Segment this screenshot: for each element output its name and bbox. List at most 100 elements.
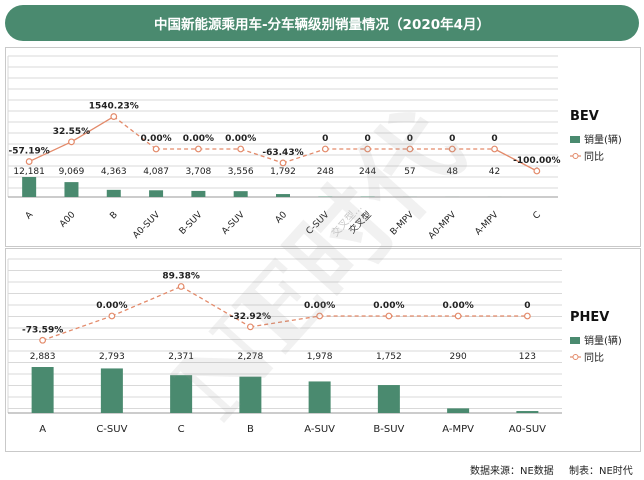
bev-x-tick-label: B [108, 210, 119, 221]
bev-bar-value-label: 3,556 [228, 167, 254, 177]
phev-yoy-label: 0 [524, 301, 530, 311]
bev-yoy-label: -63.43% [262, 148, 303, 158]
bev-x-tick-label: A-MPV [473, 209, 501, 237]
phev-yoy-line-segment [111, 285, 182, 317]
phev-bar-value-label: 123 [519, 352, 536, 362]
phev-legend-bar-swatch [570, 337, 580, 344]
bev-yoy-point [279, 159, 287, 167]
phev-bar [308, 381, 331, 413]
bev-yoy-label: 0 [322, 134, 328, 144]
phev-legend-line-label: 同比 [584, 352, 604, 364]
bev-yoy-label: 0 [449, 134, 455, 144]
phev-yoy-point [39, 336, 47, 344]
bev-bar [22, 177, 37, 197]
phev-bar [447, 408, 470, 413]
bev-x-tick-label: A0-MPV [427, 209, 459, 241]
phev-yoy-line-segment [250, 315, 320, 328]
phev-yoy-label: 0.00% [96, 301, 127, 311]
phev-bar-value-label: 2,883 [30, 352, 56, 362]
bev-x-tick-label: 交叉型 [346, 209, 374, 237]
bev-yoy-label: 0.00% [225, 134, 256, 144]
bev-legend-line-label: 同比 [584, 151, 604, 163]
bev-bar [106, 189, 121, 197]
bev-yoy-label: 0 [491, 134, 497, 144]
bev-yoy-label: 0 [407, 134, 413, 144]
phev-yoy-point [177, 283, 185, 290]
bev-bar-value-label: 4,363 [101, 167, 127, 177]
bev-x-tick-label: C [531, 210, 543, 222]
bev-bar-value-label: 244 [359, 167, 376, 177]
phev-yoy-line-segment [180, 285, 251, 328]
phev-yoy-label: -73.59% [22, 325, 63, 335]
bev-yoy-label: 0 [364, 134, 370, 144]
bev-yoy-point [406, 145, 414, 153]
bev-series-title: BEV [570, 109, 599, 124]
bev-yoy-label: -57.19% [9, 147, 50, 157]
bev-yoy-label: 32.55% [53, 127, 91, 137]
bev-yoy-point [68, 138, 75, 146]
bev-bar-value-label: 42 [489, 167, 500, 177]
phev-x-tick-label: A0-SUV [509, 424, 546, 435]
phev-x-tick-label: B-SUV [373, 424, 404, 435]
bev-yoy-point [533, 167, 541, 175]
bev-bar-value-label: 1,792 [270, 167, 296, 177]
footer-source: 数据来源：NE数据 [470, 466, 554, 477]
bev-yoy-point [25, 158, 33, 165]
phev-bar [31, 367, 54, 413]
bev-yoy-point [152, 145, 160, 153]
phev-x-tick-label: C-SUV [96, 424, 127, 435]
phev-yoy-point [454, 312, 462, 320]
phev-x-tick-label: B [247, 424, 254, 435]
bev-x-tick-label: B-SUV [178, 209, 205, 236]
bev-bar [276, 194, 290, 197]
bev-x-tick-label: A-SUV [220, 209, 247, 236]
bev-bar [191, 190, 206, 197]
phev-bar [377, 385, 400, 413]
phev-bar [516, 411, 539, 413]
bev-yoy-label: 1540.23% [89, 102, 139, 112]
bev-legend-line-marker [572, 153, 579, 159]
bev-yoy-line-segment [282, 148, 326, 164]
bev-yoy-point [364, 145, 372, 153]
phev-x-tick-label: A-SUV [304, 424, 335, 435]
phev-yoy-point [523, 312, 531, 320]
phev-yoy-label: -32.92% [230, 312, 271, 322]
phev-x-tick-label: A-MPV [442, 424, 474, 435]
phev-yoy-point [316, 312, 324, 320]
bev-legend-bar-label: 销量(辆) [584, 133, 622, 146]
phev-yoy-label: 0.00% [304, 301, 335, 311]
bev-bar-value-label: 12,181 [13, 167, 45, 177]
phev-bar-value-label: 1,752 [376, 352, 402, 362]
bev-yoy-label: 0.00% [140, 134, 171, 144]
phev-yoy-point [246, 323, 254, 331]
bev-yoy-line-segment [494, 148, 538, 172]
bev-yoy-point [237, 145, 245, 153]
phev-legend-bar-label: 销量(辆) [584, 334, 622, 347]
phev-yoy-label: 0.00% [443, 301, 474, 311]
bev-yoy-point [321, 145, 329, 153]
phev-bar [239, 376, 262, 413]
bev-bar-value-label: 248 [317, 167, 334, 177]
phev-series-title: PHEV [570, 310, 609, 325]
chart-title: 中国新能源乘用车-分车辆级别销量情况（2020年4月） [5, 5, 639, 41]
bev-yoy-label: -100.00% [513, 156, 560, 166]
bev-x-tick-label: A0-SUV [131, 209, 162, 240]
bev-yoy-line-segment [28, 141, 72, 163]
phev-bar [100, 368, 123, 413]
bev-bar-value-label: 4,087 [143, 167, 169, 177]
bev-bar-value-label: 3,708 [186, 167, 212, 177]
bev-chart: 12,181 9,069 4,363 4,087 3,708 3,556 1,792 248 2… [7, 55, 622, 242]
phev-chart: 2,883 2,793 2,371 2,278 1,978 1,752 290 123 A C-S… [7, 258, 622, 435]
bev-yoy-line-segment [71, 115, 115, 143]
bev-yoy-line-segment [240, 148, 284, 164]
phev-bar-value-label: 290 [450, 352, 467, 362]
bev-x-tick-label: C-SUV [305, 209, 332, 236]
bev-bar [64, 182, 79, 197]
phev-bar-value-label: 2,278 [237, 352, 263, 362]
bev-bar [233, 191, 248, 197]
phev-yoy-label: 89.38% [162, 272, 200, 282]
bev-legend-bar-swatch [570, 136, 580, 143]
phev-yoy-label: 0.00% [373, 301, 404, 311]
bev-bar [149, 190, 164, 197]
bev-bar-value-label: 48 [447, 167, 459, 177]
